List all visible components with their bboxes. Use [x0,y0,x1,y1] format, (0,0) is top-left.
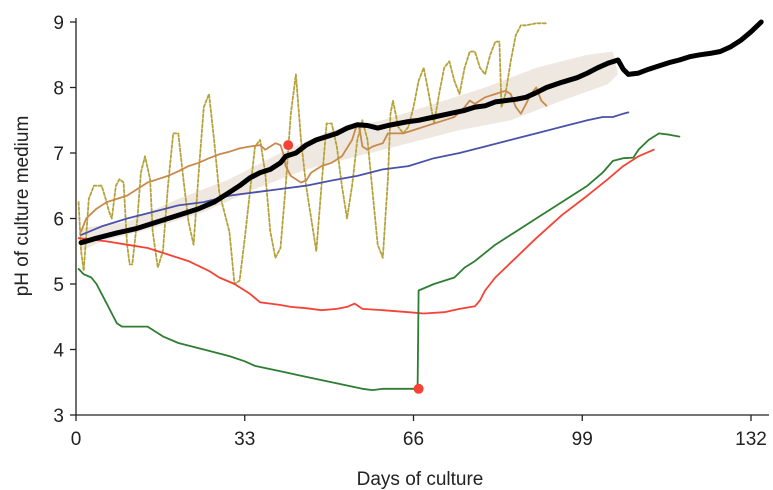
marker-layer [283,140,424,394]
y-tick-label: 9 [53,13,64,34]
y-tick-label: 4 [53,341,64,362]
x-tick-label: 33 [234,429,255,450]
axes-layer [75,18,769,416]
series-line-6 [78,19,764,246]
y-tick-label: 8 [53,79,64,100]
x-tick-label: 99 [572,429,593,450]
x-tick-label: 132 [735,429,767,450]
y-tick-label: 7 [53,144,64,165]
series-line-5 [77,132,681,391]
x-axis-title: Days of culture [357,469,484,490]
y-tick-label: 3 [53,406,64,427]
series-layer [77,19,764,391]
series-line-1 [77,22,548,285]
y-tick-label: 6 [53,210,64,231]
series-line-2 [80,86,548,233]
point-marker-1 [283,140,294,151]
point-marker-2 [413,383,424,394]
series-line-3 [80,111,630,236]
y-tick-label: 5 [53,275,64,296]
x-tick-label: 0 [71,429,82,450]
x-tick-label: 66 [403,429,424,450]
tick-layer: 0 33 66 99 132 3 4 5 6 7 8 9 [53,13,766,450]
series-line-4 [77,148,655,315]
y-axis-title: pH of culture medium [12,116,33,297]
